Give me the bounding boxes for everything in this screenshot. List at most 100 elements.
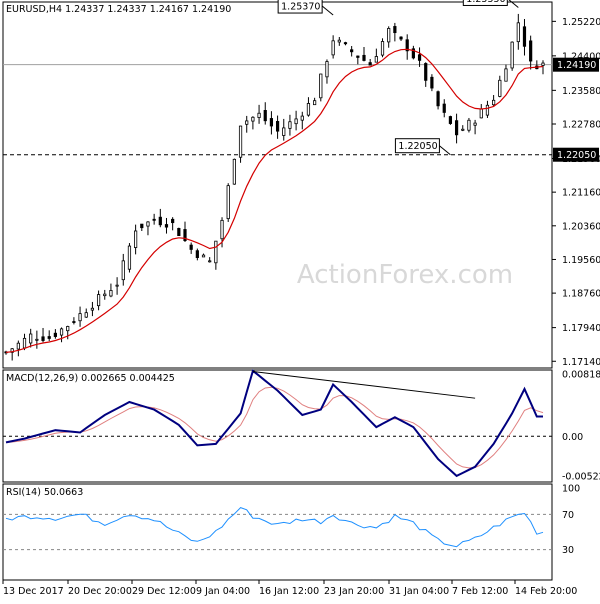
candle-body bbox=[405, 39, 409, 52]
candle-body bbox=[448, 116, 453, 124]
candle-body bbox=[436, 91, 440, 107]
candle-body bbox=[430, 76, 434, 89]
candle-body bbox=[479, 108, 483, 119]
price-y-tick-label: 1.22780 bbox=[562, 120, 600, 131]
candle-body bbox=[331, 40, 335, 56]
candle-body bbox=[140, 223, 144, 229]
candle-body bbox=[461, 128, 465, 131]
candle-body bbox=[350, 49, 354, 53]
x-tick-label: 9 Jan 04:00 bbox=[196, 586, 250, 597]
candle-body bbox=[214, 240, 218, 264]
candle-body bbox=[294, 118, 298, 125]
candle-body bbox=[380, 41, 385, 56]
candle-body bbox=[35, 338, 39, 341]
rsi-panel-frame bbox=[2, 483, 553, 581]
candle-body bbox=[337, 39, 341, 43]
annotation-label: 1.25550 bbox=[466, 0, 505, 5]
candle-body bbox=[374, 56, 378, 63]
candle-body bbox=[152, 218, 156, 221]
x-tick-label: 20 Dec 20:00 bbox=[68, 586, 132, 597]
price-y-tick-label: 1.23580 bbox=[562, 86, 600, 97]
candle-body bbox=[485, 104, 490, 116]
candle-body bbox=[220, 219, 224, 240]
rsi-y-tick-label: 70 bbox=[562, 510, 574, 521]
candle-body bbox=[417, 54, 422, 61]
macd-y-tick-label: 0.008182 bbox=[562, 369, 600, 380]
x-tick-label: 23 Jan 20:00 bbox=[324, 586, 384, 597]
candle-body bbox=[72, 321, 76, 323]
candle-body bbox=[115, 284, 119, 287]
x-tick-label: 14 Feb 20:00 bbox=[515, 586, 577, 597]
annotation-label: 1.25370 bbox=[281, 2, 320, 13]
candle-body bbox=[134, 230, 138, 248]
current-price-tag bbox=[553, 57, 599, 72]
candle-body bbox=[127, 245, 132, 270]
candle-body bbox=[208, 260, 212, 263]
candle-body bbox=[263, 110, 267, 122]
candle-body bbox=[195, 250, 199, 259]
price-y-tick-label: 1.19560 bbox=[562, 255, 600, 266]
candle-body bbox=[251, 116, 255, 122]
candle-body bbox=[343, 42, 348, 45]
moving-average-line bbox=[5, 48, 544, 353]
candle-body bbox=[516, 22, 520, 43]
candle-body bbox=[41, 336, 45, 341]
candle-body bbox=[232, 158, 236, 185]
candle-body bbox=[183, 229, 187, 242]
annotation-pointer bbox=[439, 145, 451, 156]
macd-y-tick-label: -0.005223 bbox=[562, 472, 600, 483]
x-tick-label: 7 Feb 12:00 bbox=[452, 586, 508, 597]
price-y-tick-label: 1.18760 bbox=[562, 289, 600, 300]
candle-body bbox=[29, 333, 33, 344]
candle-body bbox=[504, 68, 508, 82]
candle-body bbox=[356, 55, 360, 58]
candle-body bbox=[325, 61, 329, 78]
watermark: ActionForex.com bbox=[297, 260, 513, 290]
annotation-pointer bbox=[321, 5, 334, 16]
annotation-box bbox=[394, 138, 440, 154]
candle-body bbox=[368, 62, 372, 66]
price-y-tick-label: 1.21160 bbox=[562, 188, 600, 199]
rsi-panel-header: RSI(14) 50.0663 bbox=[6, 487, 83, 498]
candle-body bbox=[282, 127, 286, 136]
candle-body bbox=[319, 73, 323, 99]
price-y-tick-label: 1.17940 bbox=[562, 323, 600, 334]
candle-body bbox=[245, 120, 249, 125]
candle-body bbox=[189, 244, 193, 250]
support-tag bbox=[553, 147, 599, 162]
macd-line bbox=[5, 369, 543, 478]
candle-body bbox=[90, 307, 95, 311]
price-y-tick-label: 1.24400 bbox=[562, 51, 600, 62]
candle-body bbox=[473, 122, 477, 126]
candle-body bbox=[498, 79, 502, 97]
candle-body bbox=[288, 121, 292, 129]
rsi-line bbox=[5, 507, 544, 548]
candle-body bbox=[362, 54, 366, 61]
candle-body bbox=[177, 228, 181, 237]
macd-panel-frame bbox=[2, 369, 553, 483]
candle-body bbox=[78, 313, 82, 322]
candle-body bbox=[393, 26, 397, 34]
macd-trendline bbox=[252, 371, 476, 399]
candle-body bbox=[164, 224, 169, 228]
x-tick-label: 13 Dec 2017 bbox=[3, 586, 64, 597]
x-tick-label: 31 Jan 04:00 bbox=[389, 586, 449, 597]
candle-body bbox=[66, 326, 70, 332]
candle-body bbox=[22, 337, 27, 349]
price-panel-header: EURUSD,H4 1.24337 1.24337 1.24167 1.2419… bbox=[6, 4, 231, 15]
candle-body bbox=[529, 40, 533, 62]
candle-body bbox=[158, 216, 162, 226]
x-tick-label: 29 Dec 12:00 bbox=[132, 586, 196, 597]
annotation-box bbox=[277, 0, 323, 14]
annotation-box bbox=[462, 0, 508, 6]
candle-body bbox=[121, 260, 125, 281]
candle-body bbox=[300, 115, 304, 121]
annotation-label: 1.22050 bbox=[398, 141, 437, 152]
candle-body bbox=[146, 221, 150, 227]
candle-body bbox=[275, 121, 280, 132]
candle-body bbox=[238, 125, 243, 158]
candle-body bbox=[387, 28, 391, 43]
macd-panel-header: MACD(12,26,9) 0.002665 0.004425 bbox=[6, 373, 175, 384]
candle-body bbox=[411, 48, 415, 59]
